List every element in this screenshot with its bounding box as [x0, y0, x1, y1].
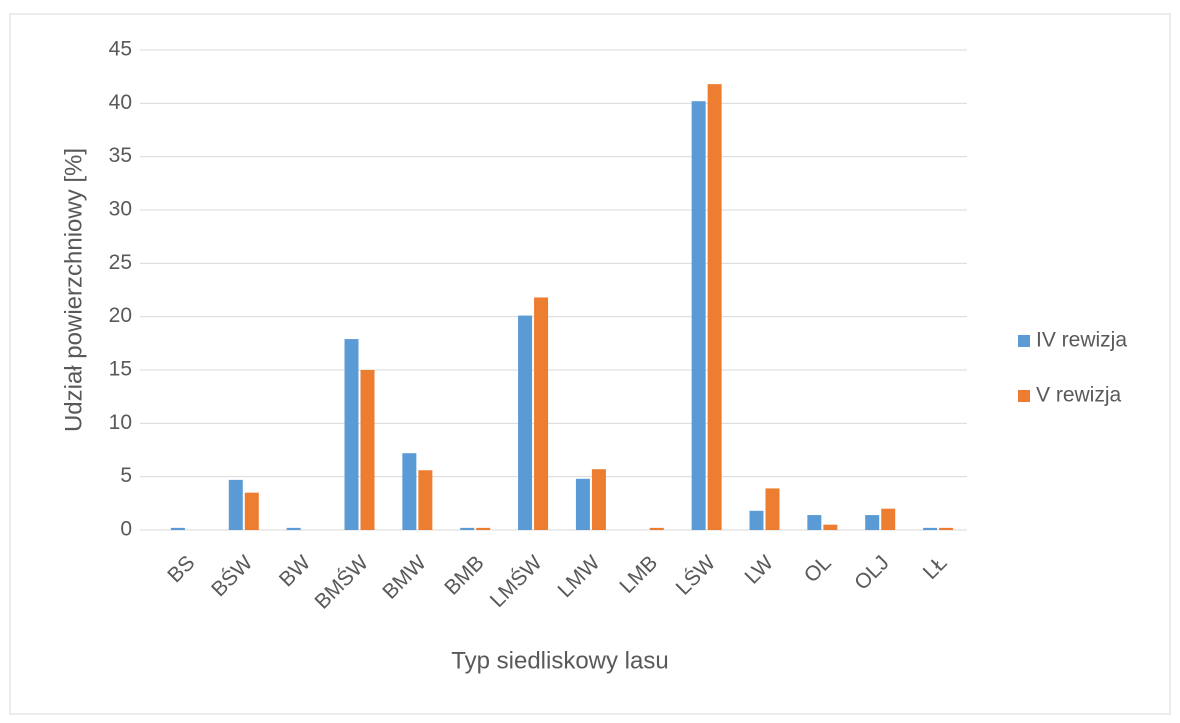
- bar: [228, 479, 243, 530]
- x-axis-label: Typ siedliskowy lasu: [451, 647, 668, 674]
- legend-label: V rewizja: [1036, 384, 1122, 407]
- bar: [649, 527, 664, 530]
- bar: [807, 515, 822, 530]
- y-tick-label: 45: [109, 38, 132, 61]
- bar: [170, 527, 185, 530]
- bar: [518, 315, 533, 530]
- bar: [418, 470, 433, 530]
- chart-border: [9, 13, 1171, 715]
- y-tick-label: 15: [109, 358, 132, 381]
- y-tick-label: 5: [120, 464, 132, 487]
- bar: [534, 297, 549, 530]
- y-tick-label: 30: [109, 198, 132, 221]
- bar: [691, 101, 706, 530]
- bar: [749, 510, 764, 530]
- bar: [591, 469, 606, 530]
- bar: [881, 508, 896, 530]
- bar: [360, 370, 375, 530]
- bar: [402, 453, 417, 530]
- bar: [939, 527, 954, 530]
- bar: [344, 339, 359, 530]
- bar: [476, 527, 491, 530]
- legend-swatch: [1018, 390, 1030, 402]
- bar: [575, 478, 590, 530]
- y-tick-label: 25: [109, 251, 132, 274]
- y-tick-label: 10: [109, 411, 132, 434]
- y-tick-label: 40: [109, 91, 132, 114]
- bar: [765, 488, 780, 530]
- bar: [923, 527, 938, 530]
- bar: [823, 524, 838, 530]
- y-tick-label: 35: [109, 144, 132, 167]
- y-tick-label: 0: [120, 518, 132, 541]
- y-axis-label: Udział powierzchniowy [%]: [60, 148, 87, 432]
- bar: [286, 527, 301, 530]
- legend-label: IV rewizja: [1036, 329, 1127, 352]
- bar: [707, 84, 722, 530]
- bar: [244, 492, 259, 530]
- bar: [865, 515, 880, 530]
- y-tick-label: 20: [109, 304, 132, 327]
- legend-swatch: [1018, 335, 1030, 347]
- bar: [460, 527, 475, 530]
